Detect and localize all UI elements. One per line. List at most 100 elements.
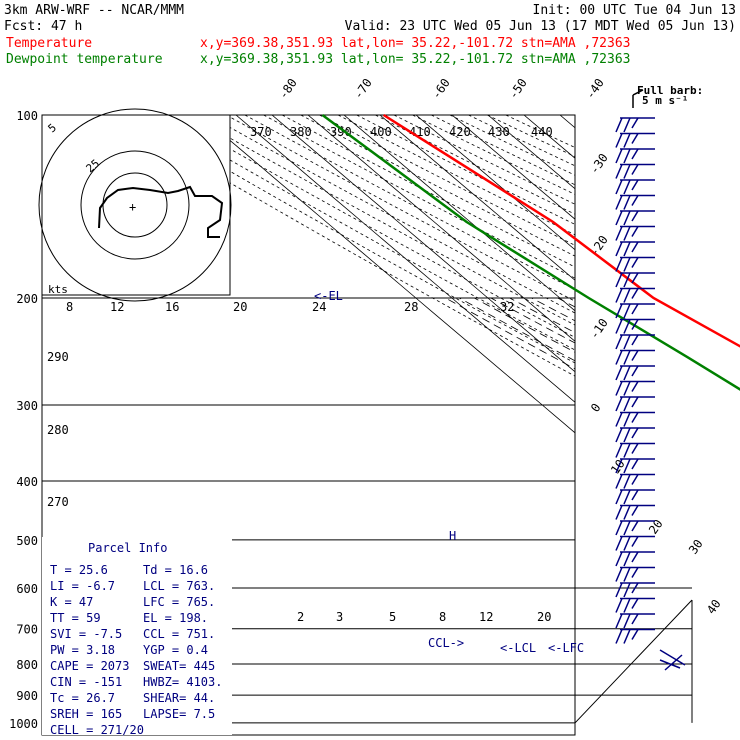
- wind-barb-flag: [615, 210, 623, 226]
- wind-barb-29: [615, 566, 655, 582]
- mixing-label-lower-2: 2: [297, 610, 304, 624]
- wind-barb-flag: [631, 257, 639, 268]
- mixing-label-lower-3: 3: [336, 610, 343, 624]
- dewpoint-profile: [321, 113, 740, 391]
- isotherm--30: [523, 115, 575, 159]
- isotherm--80: [343, 115, 575, 312]
- wind-barb-flag: [623, 195, 631, 210]
- mixing-ratio-labels: 8 12 16 20 24 28 32 2 3 5 8 12 20: [66, 300, 551, 624]
- isotherm-label-4: -40: [583, 76, 607, 102]
- mixing-label-upper-32: 32: [500, 300, 514, 314]
- wind-barb-flag: [623, 551, 631, 567]
- wind-barb-flag: [631, 272, 639, 284]
- wind-barb-13: [615, 318, 655, 334]
- hodograph-box: [41, 114, 231, 296]
- wind-barb-flag: [615, 474, 623, 489]
- parcel-info-right-2: LFC = 765.: [143, 595, 215, 609]
- parcel-info-box: Parcel Info T = 25.6 Td = 16.6 LI = -6.7 LC…: [42, 537, 232, 737]
- wind-barbs: [615, 117, 686, 671]
- pressure-label-900: 900: [16, 689, 38, 703]
- wind-barb-flag: [631, 520, 639, 532]
- mixing-label-upper-12: 12: [110, 300, 124, 314]
- moist-adiabat-15: [590, 298, 740, 723]
- wind-barb-flag: [623, 350, 631, 365]
- wind-barb-flag: [623, 458, 631, 474]
- wind-barb-flag: [615, 241, 623, 257]
- dry-adiabat-280: [170, 115, 575, 338]
- wind-barb-flag: [615, 350, 623, 365]
- wind-barb-28: [615, 551, 655, 567]
- parcel-info-left-2: K = 47: [50, 595, 93, 609]
- theta-label-420: 420: [449, 125, 471, 139]
- wind-barb-27: [615, 535, 655, 551]
- wind-barb-flag: [623, 505, 631, 520]
- wind-barb-flag: [631, 365, 639, 377]
- parcel-info-right-8: SHEAR= 44.: [143, 691, 215, 705]
- wind-barb-flag: [615, 598, 623, 613]
- wind-barb-flag: [623, 257, 631, 272]
- wind-barb-flag: [623, 117, 631, 133]
- wind-barb-flag: [615, 365, 623, 381]
- wind-barb-11: [615, 287, 655, 303]
- wind-legend-line1: Full barb:: [637, 84, 703, 97]
- hodograph-ring-mid: [80, 150, 190, 260]
- wind-barb-flag: [615, 334, 623, 350]
- isotherm--120: [199, 115, 575, 434]
- hodograph: + 5 25 kts: [38, 108, 232, 302]
- dry-adiabat-390: [375, 115, 575, 215]
- wind-barb-19: [615, 411, 655, 427]
- wind-barb-flag: [615, 288, 623, 303]
- wind-barb-staff: [659, 649, 686, 666]
- theta-label-440: 440: [531, 125, 553, 139]
- isotherm-label-1: -70: [351, 76, 375, 102]
- isotherm--100: [271, 115, 575, 373]
- pressure-label-200: 200: [16, 292, 38, 306]
- wind-barb-23: [615, 473, 655, 489]
- parcel-info-right-7: HWBZ= 4103.: [143, 675, 222, 689]
- isotherm-label-5: -30: [587, 151, 611, 177]
- wind-legend-flag: [632, 89, 644, 96]
- moist-adiabat-25: [679, 298, 740, 723]
- wind-barb-flag: [659, 659, 681, 669]
- theta-label-400: 400: [370, 125, 392, 139]
- wind-barb-10: [615, 272, 655, 288]
- forecast-hour: Fcst: 47 h: [4, 19, 82, 34]
- plot-frame: [41, 114, 576, 736]
- isotherm-label-10: 20: [646, 517, 666, 537]
- wind-barb-flag: [615, 551, 623, 567]
- wind-barb-flag: [623, 241, 631, 257]
- wind-barb-flag: [615, 458, 623, 474]
- wind-barb-flag: [631, 489, 639, 501]
- wind-barb-flag: [623, 226, 631, 241]
- wind-barb-17: [615, 380, 655, 396]
- moist-adiabat--5: [490, 297, 575, 344]
- dry-adiabat-370: [337, 115, 575, 236]
- valid-time: Valid: 23 UTC Wed 05 Jun 13 (17 MDT Wed …: [345, 19, 736, 34]
- wind-barb-flag: [615, 582, 623, 598]
- wind-barb-1: [615, 132, 655, 148]
- isotherm-label-7: -10: [587, 316, 611, 342]
- wind-barb-flag: [623, 582, 631, 598]
- wind-barb-flag: [631, 133, 639, 144]
- wind-barb-flag: [631, 536, 639, 547]
- wind-barb-20: [615, 427, 655, 443]
- parcel-info-left-3: TT = 59: [50, 611, 101, 625]
- wind-barb-flag: [615, 443, 623, 458]
- temperature-series-info: x,y=369.38,351.93 lat,lon= 35.22,-101.72…: [200, 36, 630, 51]
- wind-barb-flag: [623, 303, 631, 319]
- parcel-info-left-10: CELL = 271/20: [50, 723, 144, 737]
- parcel-info-left-9: SREH = 165: [50, 707, 122, 721]
- parcel-info-rows: T = 25.6 Td = 16.6 LI = -6.7 LCL = 763. K = …: [50, 563, 222, 737]
- wind-barb-flag: [615, 489, 623, 505]
- wind-barb-flag: [623, 489, 631, 505]
- pressure-label-500: 500: [16, 534, 38, 548]
- parcel-info-left-6: CAPE = 2073: [50, 659, 129, 673]
- wind-barb-9: [615, 256, 655, 272]
- isotherm-label-12: 40: [704, 597, 724, 617]
- theta-side-label-290: 290: [47, 350, 69, 364]
- wind-barb-2: [615, 148, 655, 164]
- parcel-info-right-3: EL = 198.: [143, 611, 208, 625]
- dry-adiabat-340: [282, 115, 575, 268]
- parcel-info-right-9: LAPSE= 7.5: [143, 707, 215, 721]
